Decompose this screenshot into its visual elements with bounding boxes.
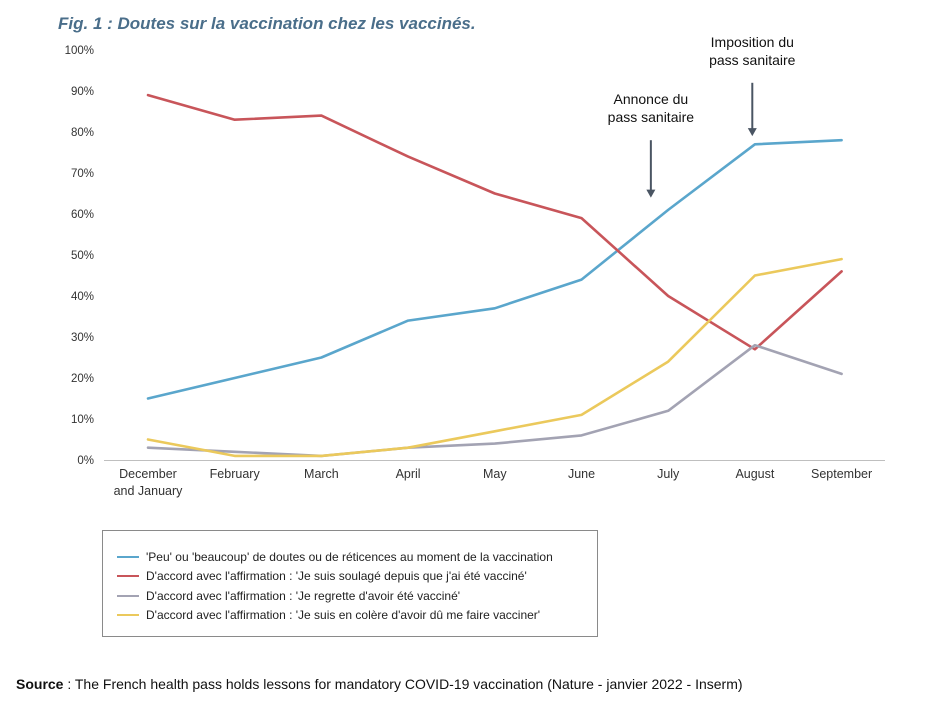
x-tick-label-line: April	[396, 467, 421, 481]
x-tick-label-line: May	[483, 467, 507, 481]
legend-swatch	[117, 614, 139, 617]
y-tick-label: 50%	[71, 250, 94, 262]
x-tick-label-line: March	[304, 467, 339, 481]
legend-label: D'accord avec l'affirmation : 'Je regret…	[146, 588, 461, 603]
x-tick-label: July	[657, 467, 680, 481]
legend-swatch	[117, 555, 139, 558]
legend-label: D'accord avec l'affirmation : 'Je suis e…	[146, 608, 541, 623]
legend: 'Peu' ou 'beaucoup' de doutes ou de réti…	[102, 530, 598, 637]
series-line-2	[146, 93, 843, 351]
x-tick-label: June	[568, 467, 595, 481]
y-tick-label: 60%	[71, 209, 94, 221]
x-tick-label-line: September	[811, 467, 872, 481]
annotation-label: Imposition du pass sanitaire	[709, 34, 796, 68]
x-tick-label-line: February	[210, 467, 261, 481]
y-tick-label: 40%	[71, 291, 94, 303]
y-tick-label: 100%	[65, 45, 94, 57]
y-tick-label: 70%	[71, 168, 94, 180]
legend-item: D'accord avec l'affirmation : 'Je regret…	[117, 586, 597, 606]
annotation-label-line: Imposition du	[711, 34, 794, 50]
x-tick-label-line: December	[119, 467, 177, 481]
annotation-label-line: Annonce du	[613, 91, 688, 107]
y-tick-label: 90%	[71, 86, 94, 98]
y-tick-label: 20%	[71, 373, 94, 385]
x-tick-label: April	[396, 467, 421, 481]
series-layer	[146, 93, 843, 458]
y-tick-label: 0%	[77, 455, 94, 467]
series-line-4	[146, 257, 843, 458]
x-tick-label-line: June	[568, 467, 595, 481]
axis-layer: 0% 10% 20% 30% 40% 50% 60% 70% 80% 90% 100% Decembe…	[65, 45, 885, 498]
y-tick-label: 80%	[71, 127, 94, 139]
legend-item: 'Peu' ou 'beaucoup' de doutes ou de réti…	[117, 547, 597, 567]
annotation-label: Annonce du pass sanitaire	[608, 91, 695, 125]
annotation-layer: Annonce du pass sanitaire Imposition du pas…	[608, 34, 796, 198]
x-tick-label: March	[304, 467, 339, 481]
series-line-1	[146, 138, 843, 400]
legend-item: D'accord avec l'affirmation : 'Je suis e…	[117, 606, 597, 626]
chart-title: Fig. 1 : Doutes sur la vaccination chez …	[58, 14, 476, 33]
annotation-label-line: pass sanitaire	[608, 109, 695, 125]
x-tick-label: December and January	[114, 467, 184, 498]
x-tick-label-line: July	[657, 467, 680, 481]
source-note: Source : The French health pass holds le…	[16, 676, 743, 692]
legend-item: D'accord avec l'affirmation : 'Je suis s…	[117, 567, 597, 587]
annotation-label-line: pass sanitaire	[709, 52, 796, 68]
legend-swatch	[117, 594, 139, 597]
x-tick-label-line: August	[735, 467, 774, 481]
source-label: Source	[16, 676, 64, 692]
x-tick-label: May	[483, 467, 507, 481]
y-tick-label: 30%	[71, 332, 94, 344]
series-line-3	[146, 343, 843, 458]
y-tick-label: 10%	[71, 414, 94, 426]
annotation-arrow-head	[747, 128, 757, 137]
x-tick-label: February	[210, 467, 261, 481]
legend-swatch	[117, 575, 139, 578]
line-chart: 0% 10% 20% 30% 40% 50% 60% 70% 80% 90% 100% Decembe…	[65, 34, 885, 498]
x-tick-label: September	[811, 467, 872, 481]
annotation-arrow-head	[646, 189, 656, 198]
x-tick-label-line: and January	[114, 484, 184, 498]
source-text: : The French health pass holds lessons f…	[63, 676, 743, 692]
legend-label: 'Peu' ou 'beaucoup' de doutes ou de réti…	[146, 549, 553, 564]
legend-label: D'accord avec l'affirmation : 'Je suis s…	[146, 569, 527, 584]
x-tick-label: August	[735, 467, 774, 481]
